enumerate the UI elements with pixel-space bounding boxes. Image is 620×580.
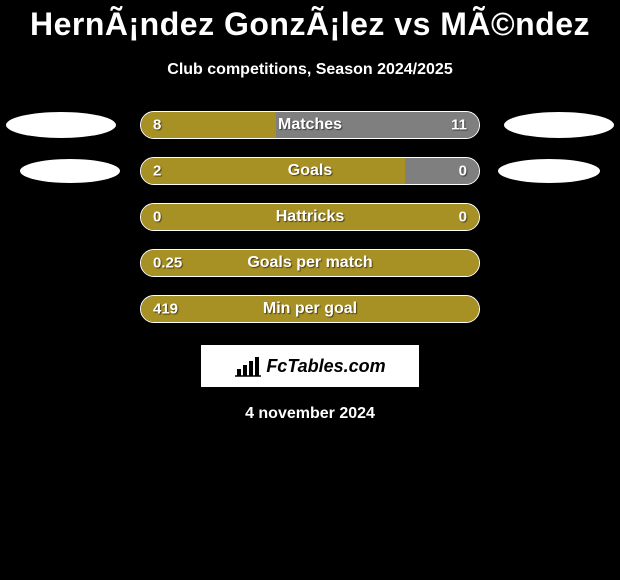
stat-bar: 811Matches <box>140 111 480 139</box>
stat-row: 00Hattricks <box>0 203 620 231</box>
player-right-disc <box>504 112 614 138</box>
stat-bar-left-fill <box>141 250 479 276</box>
stat-bar: 419Min per goal <box>140 295 480 323</box>
stat-row: 419Min per goal <box>0 295 620 323</box>
player-left-disc <box>6 112 116 138</box>
stat-row: 811Matches <box>0 111 620 139</box>
stat-bar-left-fill <box>141 296 479 322</box>
comparison-rows: 811Matches 20Goals 00Hattricks 0.25Goals pe… <box>0 111 620 323</box>
page-title: HernÃ¡ndez GonzÃ¡lez vs MÃ©ndez <box>0 0 620 43</box>
stat-bar-right-fill <box>276 112 479 138</box>
player-right-disc <box>498 159 600 183</box>
page-date: 4 november 2024 <box>0 405 620 423</box>
barchart-icon <box>234 355 262 377</box>
logo-box: FcTables.com <box>201 345 419 387</box>
stat-bar: 20Goals <box>140 157 480 185</box>
stat-bar-left-fill <box>141 204 479 230</box>
stat-bar: 0.25Goals per match <box>140 249 480 277</box>
player-left-disc <box>20 159 120 183</box>
stat-bar: 00Hattricks <box>140 203 480 231</box>
page-subtitle: Club competitions, Season 2024/2025 <box>0 61 620 79</box>
stat-row: 20Goals <box>0 157 620 185</box>
logo-text: FcTables.com <box>266 356 385 377</box>
stat-bar-left-fill <box>141 158 405 184</box>
stat-bar-left-fill <box>141 112 276 138</box>
stat-row: 0.25Goals per match <box>0 249 620 277</box>
stat-bar-right-fill <box>405 158 479 184</box>
